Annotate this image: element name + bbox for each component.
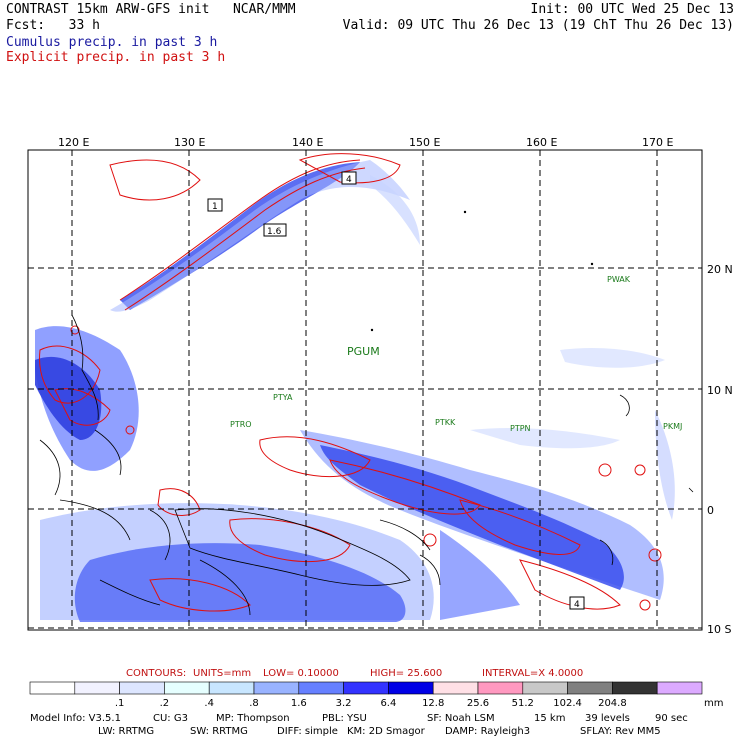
colorbar-tick-label: 102.4 [553,698,582,709]
contours-interval: INTERVAL=X 4.0000 [482,668,583,679]
model-info-item: SF: Noah LSM [427,713,495,724]
station-label: PTRO [230,420,252,429]
colorbar-tick-label: .8 [249,698,259,709]
colorbar-swatch [343,681,389,695]
contours-label: CONTOURS: [126,668,186,679]
contours-units: UNITS=mm [193,668,251,679]
colorbar-tick-label: .1 [115,698,125,709]
colorbar-tick-label: 204.8 [598,698,627,709]
lat-label: 10 N [707,384,733,397]
colorbar-tick-label: 1.6 [291,698,307,709]
lon-label: 120 E [58,136,89,149]
colorbar-swatch [29,681,76,695]
colorbar-tick-label: 6.4 [380,698,396,709]
colorbar-unit: mm [704,698,723,709]
header-title: CONTRAST 15km ARW-GFS init NCAR/MMM [6,2,296,17]
colorbar-swatch [567,681,613,695]
colorbar-swatch [612,681,658,695]
model-info-item: MP: Thompson [216,713,290,724]
lat-label: 0 [707,504,714,517]
colorbar [29,681,703,695]
model-info-item: SW: RRTMG [190,726,248,737]
model-info: Model Info: V3.5.1 CU: G3 MP: Thompson P… [30,713,688,737]
colorbar-swatch [432,681,479,695]
map-panel: 1 1.6 4 4 PWAK PGUM PTYA PTRO PTKK PTPN … [27,149,703,631]
header-init-time: Init: 00 UTC Wed 25 Dec 13 [530,2,735,17]
model-info-item: CU: G3 [153,713,188,724]
contour-label: 4 [574,600,580,610]
station-label: PWAK [607,275,631,284]
header-forecast-hour: Fcst: 33 h [6,18,100,33]
station-label: PKMJ [663,422,682,431]
colorbar-tick-label: .4 [204,698,214,709]
lon-label: 170 E [642,136,673,149]
model-info-item: PBL: YSU [322,713,367,724]
model-info-item: LW: RRTMG [98,726,154,737]
colorbar-tick-label: .2 [160,698,170,709]
colorbar-swatch [298,681,344,695]
colorbar-tick-label: 51.2 [512,698,534,709]
axis-labels: 120 E 130 E 140 E 150 E 160 E 170 E 20 N… [58,136,733,636]
contour-label: 4 [346,175,352,185]
model-info-item: DIFF: simple [277,726,338,737]
model-info-item: 90 sec [655,713,688,724]
lat-label: 10 S [707,623,731,636]
lat-label: 20 N [707,263,733,276]
station-label: PTKK [435,418,456,427]
colorbar-swatch [119,681,165,695]
legend-explicit: Explicit precip. in past 3 h [6,50,226,65]
header-valid-time: Valid: 09 UTC Thu 26 Dec 13 (19 ChT Thu … [342,18,734,33]
contours-high: HIGH= 25.600 [370,668,442,679]
model-info-item: DAMP: Rayleigh3 [445,726,530,737]
station-label: PGUM [347,345,380,358]
station-label: PTPN [510,424,531,433]
lat-lon-grid [28,150,702,630]
colorbar-swatch [656,681,703,695]
colorbar-tick-label: 12.8 [422,698,444,709]
station-labels: PWAK PGUM PTYA PTRO PTKK PTPN PKMJ [230,210,682,433]
colorbar-tick-label: 25.6 [467,698,489,709]
model-info-item: 39 levels [585,713,630,724]
colorbar-swatch [388,681,434,695]
colorbar-swatch [164,681,210,695]
lon-label: 140 E [292,136,323,149]
colorbar-swatch [208,681,255,695]
colorbar-swatch [522,681,568,695]
contour-label: 1.6 [267,227,282,237]
contours-low: LOW= 0.10000 [263,668,339,679]
lon-label: 160 E [526,136,557,149]
colorbar-tick-label: 3.2 [336,698,352,709]
legend-cumulus: Cumulus precip. in past 3 h [6,35,218,50]
colorbar-swatch [477,681,524,695]
model-info-item: KM: 2D Smagor [347,726,426,737]
model-info-item: SFLAY: Rev MM5 [580,726,661,737]
precip-contours [39,153,662,612]
lon-label: 130 E [174,136,205,149]
model-info-item: Model Info: V3.5.1 [30,713,121,724]
colorbar-swatch [253,681,300,695]
station-label: PTYA [273,393,293,402]
contour-labels: 1 1.6 4 4 [207,171,585,610]
colorbar-swatch [74,681,120,695]
lon-label: 150 E [409,136,440,149]
contour-label: 1 [212,202,218,212]
colorbar-labels: .1 .2 .4 .8 1.6 3.2 6.4 12.8 25.6 51.2 102.4 204.8 [115,698,627,709]
model-info-item: 15 km [534,713,565,724]
land-outlines [39,314,694,616]
contours-info: CONTOURS: UNITS=mm LOW= 0.10000 HIGH= 25… [126,668,583,679]
